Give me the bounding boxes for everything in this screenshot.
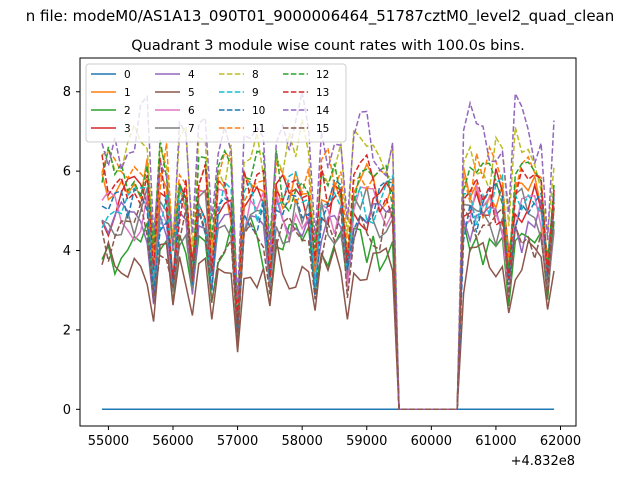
y-tick-label: 6 bbox=[63, 165, 71, 180]
legend-label-7: 7 bbox=[188, 123, 195, 135]
legend-label-10: 10 bbox=[252, 105, 265, 117]
chart-title: Quadrant 3 module wise count rates with … bbox=[131, 38, 525, 54]
y-tick-label: 2 bbox=[63, 323, 71, 338]
legend-box bbox=[85, 63, 347, 143]
legend-label-12: 12 bbox=[316, 69, 329, 81]
x-tick-label: 55000 bbox=[88, 434, 129, 449]
series-line-5 bbox=[101, 239, 555, 411]
legend-label-4: 4 bbox=[188, 69, 195, 81]
x-offset-label: +4.832e8 bbox=[511, 454, 575, 469]
x-tick-label: 58000 bbox=[281, 434, 322, 449]
y-tick-label: 0 bbox=[63, 403, 71, 418]
x-tick-label: 62000 bbox=[540, 434, 581, 449]
x-tick-label: 59000 bbox=[346, 434, 387, 449]
legend-label-13: 13 bbox=[316, 87, 329, 99]
legend-label-2: 2 bbox=[124, 105, 131, 117]
series-line-11 bbox=[101, 142, 555, 411]
legend-label-0: 0 bbox=[124, 69, 131, 81]
y-tick-label: 8 bbox=[63, 85, 71, 100]
plot-lines bbox=[101, 90, 555, 411]
x-tick-label: 56000 bbox=[152, 434, 193, 449]
series-line-15 bbox=[101, 200, 555, 411]
legend-label-8: 8 bbox=[252, 69, 259, 81]
chart-suptitle: n file: modeM0/AS1A13_090T01_9000006464_… bbox=[26, 7, 615, 26]
x-tick-label: 57000 bbox=[217, 434, 258, 449]
y-axis-ticks: 0 2 4 6 8 bbox=[63, 85, 80, 418]
legend-label-14: 14 bbox=[316, 105, 330, 117]
y-tick-label: 4 bbox=[63, 244, 71, 259]
legend-label-11: 11 bbox=[252, 123, 265, 135]
legend-label-5: 5 bbox=[188, 87, 195, 99]
plot-frame bbox=[79, 57, 577, 427]
legend-label-1: 1 bbox=[124, 87, 131, 99]
series-line-14 bbox=[101, 90, 555, 411]
legend-label-6: 6 bbox=[188, 105, 195, 117]
x-tick-label: 61000 bbox=[475, 434, 516, 449]
series-line-12 bbox=[101, 139, 555, 411]
x-tick-label: 60000 bbox=[411, 434, 452, 449]
legend-label-3: 3 bbox=[124, 123, 131, 135]
legend-label-15: 15 bbox=[316, 123, 329, 135]
legend-label-9: 9 bbox=[252, 87, 259, 99]
x-axis-ticks: 55000 56000 57000 58000 59000 60000 61000 62000 bbox=[88, 426, 581, 449]
